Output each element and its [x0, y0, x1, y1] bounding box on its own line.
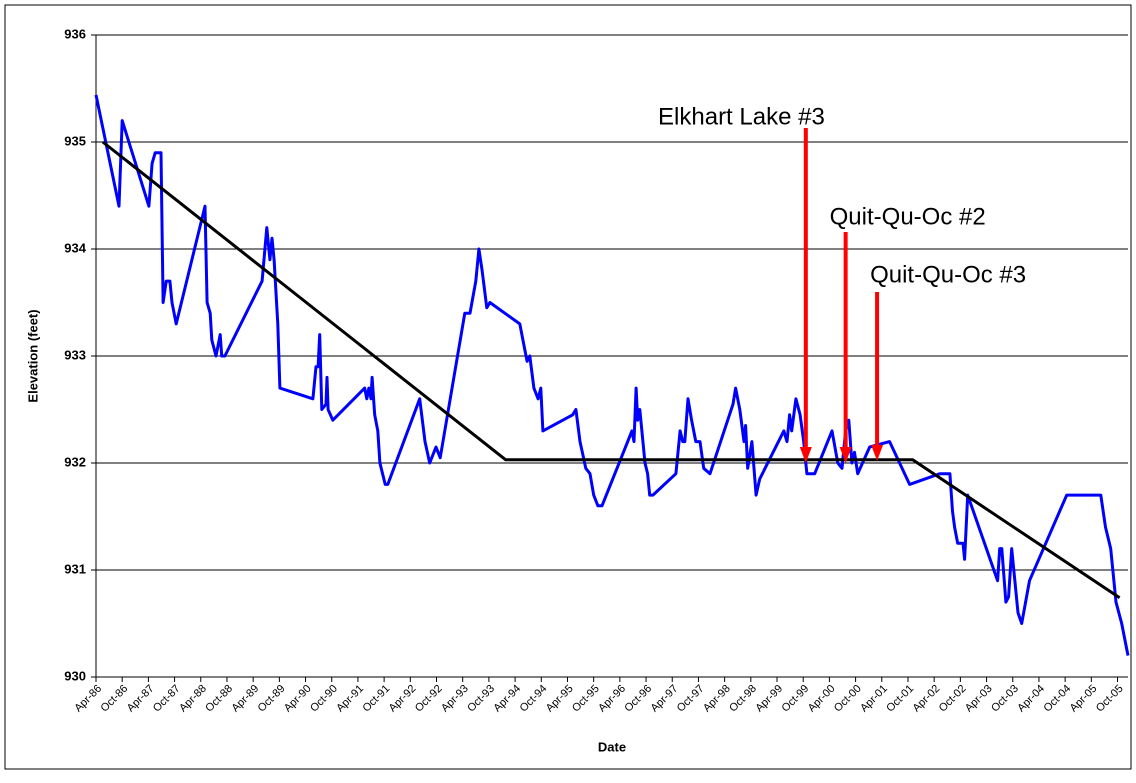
y-tick-label: 935	[64, 133, 86, 148]
annotation-arrowhead	[871, 444, 884, 461]
y-axis-title: Elevation (feet)	[25, 309, 40, 402]
y-tick-label: 930	[64, 668, 86, 683]
line-series	[94, 94, 1130, 656]
x-axis-title: Date	[598, 739, 626, 754]
y-tick-label: 934	[64, 240, 86, 255]
line-series	[101, 140, 1121, 600]
annotation-label: Quit-Qu-Oc #3	[870, 261, 1026, 288]
y-tick-label: 932	[64, 454, 86, 469]
y-tick-label: 933	[64, 347, 86, 362]
chart-frame	[4, 4, 1132, 770]
annotation-label: Elkhart Lake #3	[658, 103, 825, 130]
annotation-arrowhead	[799, 447, 812, 463]
annotation-label: Quit-Qu-Oc #2	[830, 203, 986, 230]
y-tick-label: 931	[64, 561, 86, 576]
y-tick-label: 936	[64, 26, 86, 41]
annotation-arrowhead	[839, 447, 852, 463]
